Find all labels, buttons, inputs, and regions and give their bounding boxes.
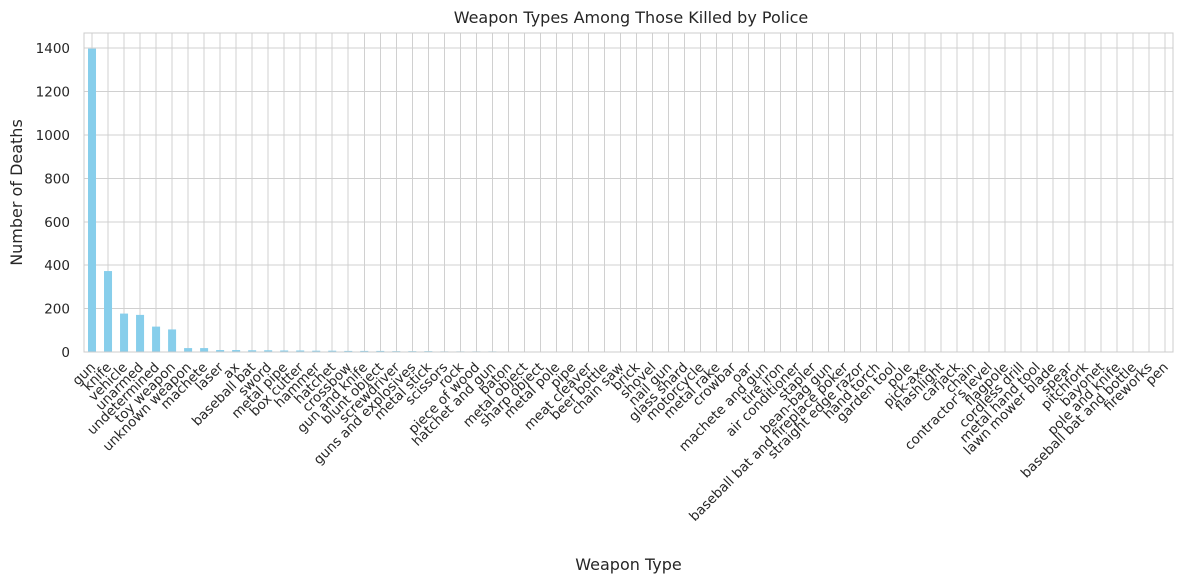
x-axis-label: Weapon Type	[575, 555, 681, 574]
y-tick-labels: 0 200 400 600 800 1000 1200 1400	[36, 41, 70, 361]
bar	[104, 271, 113, 352]
plot-frame	[83, 32, 1174, 353]
bars	[88, 48, 1169, 353]
y-gridlines	[84, 47, 1173, 353]
bar	[184, 348, 193, 352]
bar	[152, 326, 161, 352]
chart-title: Weapon Types Among Those Killed by Polic…	[454, 8, 809, 27]
bar	[280, 350, 289, 352]
y-tick-label: 1000	[36, 128, 70, 144]
bar	[264, 350, 273, 352]
bar	[168, 329, 177, 352]
y-tick-label: 1200	[36, 85, 70, 101]
bar	[328, 350, 337, 352]
bar	[296, 350, 305, 352]
bar	[232, 350, 241, 352]
bar	[200, 348, 209, 352]
y-tick-label: 1400	[36, 41, 70, 57]
y-tick-label: 0	[61, 345, 70, 361]
y-tick-label: 600	[44, 215, 70, 231]
x-gridlines	[91, 33, 1166, 352]
y-tick-label: 400	[44, 258, 70, 274]
bar	[136, 314, 145, 352]
bar	[248, 350, 257, 352]
bar	[120, 313, 129, 352]
bar	[312, 350, 321, 352]
y-tick-label: 200	[44, 302, 70, 318]
y-tick-label: 800	[44, 171, 70, 187]
y-axis-label: Number of Deaths	[7, 119, 26, 266]
bar	[88, 48, 97, 353]
bar	[216, 350, 225, 352]
